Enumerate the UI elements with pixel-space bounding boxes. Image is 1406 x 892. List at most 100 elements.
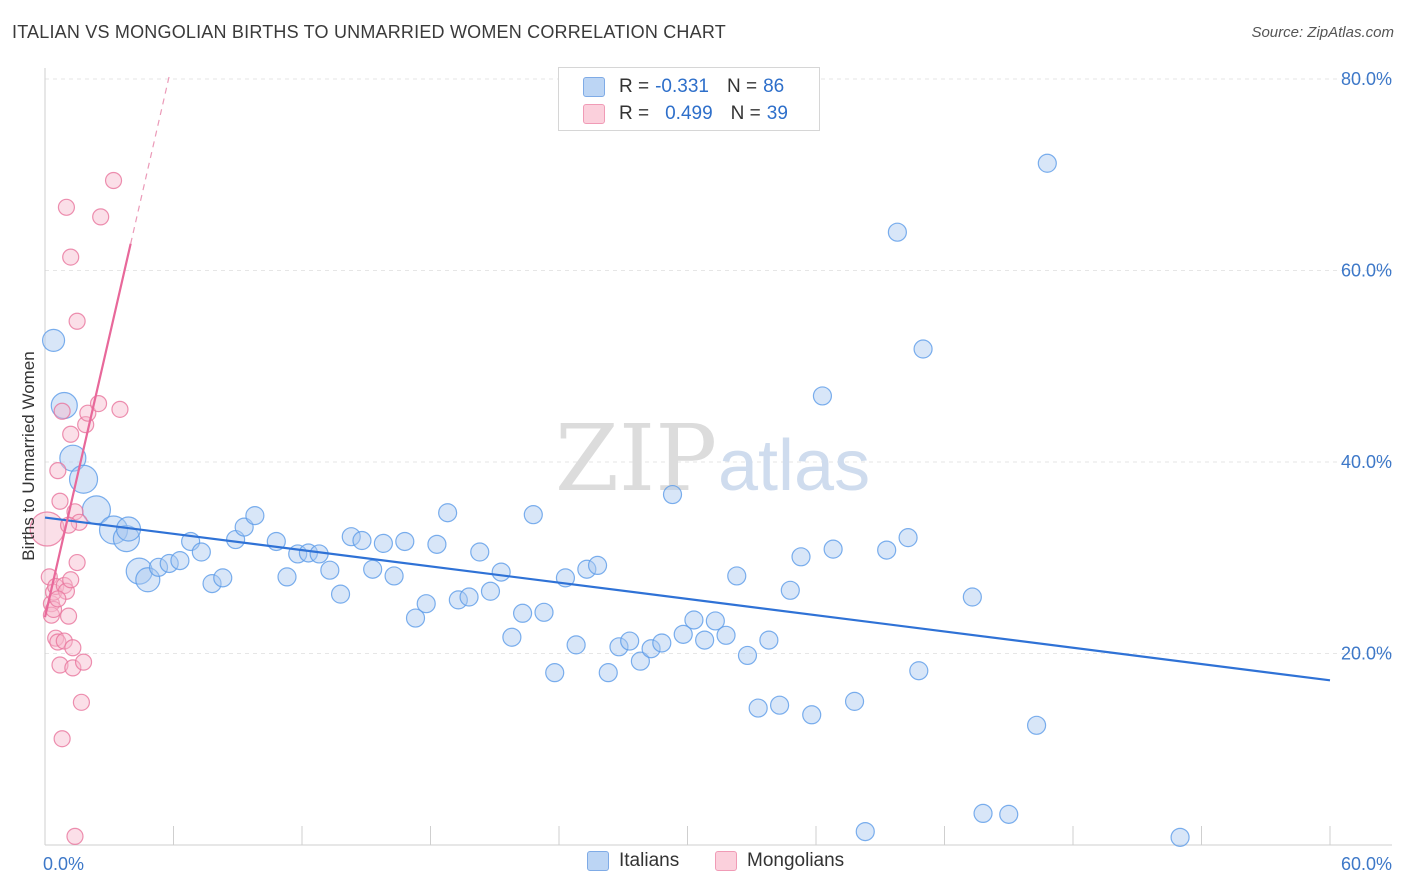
mongolians-point: [111, 400, 129, 418]
italians-point: [202, 574, 222, 594]
mongolians-point: [64, 639, 82, 657]
italians-point: [330, 584, 351, 604]
trend-lines: [43, 75, 1331, 682]
mongolians-trend-extension: [130, 75, 170, 244]
italians-point: [470, 542, 490, 562]
x-tick-label: 0.0%: [43, 854, 84, 874]
mongolians-swatch: [583, 104, 605, 124]
italians-point: [999, 804, 1019, 824]
italians-point: [438, 503, 458, 523]
italians-point: [373, 533, 393, 553]
legend-mongolians[interactable]: Mongolians: [715, 850, 844, 872]
italians-point: [277, 567, 297, 587]
italians-point: [748, 698, 768, 718]
italians-point: [695, 630, 715, 650]
italians-point: [502, 627, 522, 647]
italians-point: [341, 527, 361, 547]
italians-point: [716, 625, 736, 645]
y-axis-label: Births to Unmarried Women: [19, 351, 38, 560]
italians-point: [545, 663, 565, 683]
mongolians-point: [53, 730, 71, 748]
italians-point: [577, 559, 597, 579]
source-note: Source: ZipAtlas.com: [1251, 24, 1394, 41]
tick-labels: 20.0% 40.0% 60.0% 80.0% 0.0% 60.0%: [43, 69, 1392, 874]
italians-point: [112, 524, 140, 553]
italians-point: [1026, 715, 1047, 735]
italians-point: [630, 651, 650, 671]
r-label: R =: [619, 76, 650, 97]
y-tick-label: 40.0%: [1341, 452, 1392, 472]
italians-point: [384, 566, 404, 586]
correlation-legend: R = -0.331 N = 86 R = 0.499 N = 39: [558, 67, 820, 131]
italians-trend-line: [44, 516, 1331, 682]
italians-point: [887, 222, 907, 242]
italians-point: [877, 540, 897, 560]
legend-row-italians: R = -0.331 N = 86: [583, 74, 784, 100]
italians-point: [759, 630, 779, 650]
italians-swatch: [583, 77, 605, 97]
legend-mongolians-label: Mongolians: [747, 850, 845, 871]
mongolians-point: [92, 208, 110, 226]
x-tick-label: 60.0%: [1341, 854, 1392, 874]
mongolians-trend-line: [43, 243, 132, 618]
italians-point: [480, 581, 501, 601]
mongolians-point: [68, 312, 86, 330]
italians-point: [320, 560, 340, 580]
italians-point: [620, 631, 640, 651]
y-tick-label: 80.0%: [1341, 69, 1392, 89]
mongolians-point: [59, 607, 78, 625]
mongolians-point: [66, 827, 84, 845]
axes: [44, 68, 1392, 846]
italians-swatch: [587, 851, 609, 871]
italians-point: [898, 528, 918, 548]
italians-point: [641, 639, 661, 659]
italians-point: [1170, 827, 1190, 847]
italians-point: [148, 557, 169, 577]
mongolians-point: [51, 656, 69, 674]
italians-point: [1037, 153, 1057, 173]
mongolians-points: [29, 171, 129, 845]
n-label: N =: [730, 103, 761, 124]
italians-point: [459, 587, 479, 607]
mongolians-point: [51, 492, 69, 510]
chart-title: ITALIAN VS MONGOLIAN BIRTHS TO UNMARRIED…: [12, 22, 726, 42]
italians-point: [135, 567, 161, 593]
legend-italians-label: Italians: [619, 850, 680, 871]
mongolians-point: [53, 402, 71, 420]
watermark: ZIP atlas: [555, 405, 870, 512]
mongolians-swatch: [715, 851, 737, 871]
legend-italians[interactable]: Italians: [587, 850, 679, 872]
italians-point: [802, 705, 822, 725]
watermark-atlas: atlas: [718, 426, 870, 506]
mongolians-point: [74, 653, 93, 671]
italians-point: [598, 663, 618, 683]
mongolians-point: [64, 659, 82, 677]
n-value: 39: [766, 103, 788, 124]
italians-point: [245, 506, 265, 526]
italians-point: [913, 339, 933, 359]
mongolians-point: [57, 198, 76, 216]
italians-point: [363, 559, 383, 579]
y-tick-label: 60.0%: [1341, 261, 1392, 281]
italians-point: [448, 590, 468, 610]
series-legend: Italians Mongolians: [0, 850, 1406, 878]
italians-point: [791, 547, 811, 567]
mongolians-point: [49, 462, 67, 480]
mongolians-point: [72, 693, 91, 711]
italians-point: [662, 484, 683, 505]
italians-point: [705, 611, 725, 631]
italians-point: [159, 553, 179, 574]
italians-point: [780, 580, 800, 600]
italians-point: [673, 624, 693, 644]
mongolians-point: [49, 590, 67, 608]
n-label: N =: [726, 76, 758, 97]
italians-point: [213, 568, 233, 588]
italians-point: [652, 633, 672, 653]
italians-point: [416, 594, 436, 614]
italians-point: [769, 695, 790, 715]
italians-point: [523, 505, 543, 525]
italians-point: [812, 386, 833, 406]
mongolians-point: [104, 171, 123, 190]
italians-point: [587, 555, 608, 576]
italians-point: [191, 542, 211, 562]
